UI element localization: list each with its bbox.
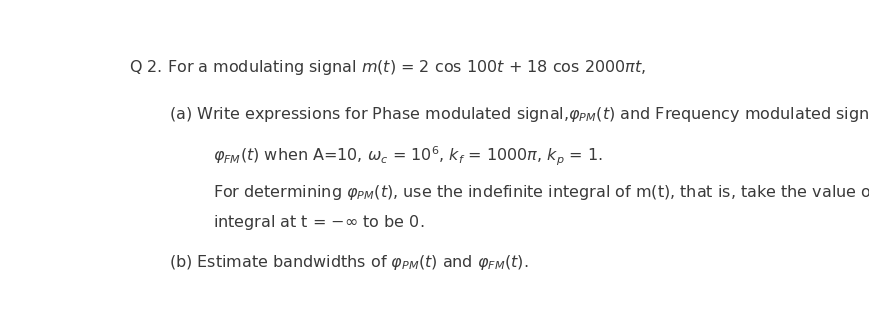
Text: (a) Write expressions for Phase modulated signal,$\varphi_{PM}(t)$ and Frequency: (a) Write expressions for Phase modulate… xyxy=(169,105,869,124)
Text: integral at t = $-\infty$ to be 0.: integral at t = $-\infty$ to be 0. xyxy=(213,213,424,232)
Text: (b) Estimate bandwidths of $\varphi_{PM}(t)$ and $\varphi_{FM}(t)$.: (b) Estimate bandwidths of $\varphi_{PM}… xyxy=(169,253,528,272)
Text: For determining $\varphi_{PM}(t)$, use the indefinite integral of m(t), that is,: For determining $\varphi_{PM}(t)$, use t… xyxy=(213,183,869,202)
Text: $\varphi_{FM}(t)$ when A=10, $\omega_c$ = 10$^6$, $k_f$ = 1000$\pi$, $k_p$ = 1.: $\varphi_{FM}(t)$ when A=10, $\omega_c$ … xyxy=(213,145,603,168)
Text: Q 2. For a modulating signal $m(t)$ = 2 cos 100$t$ + 18 cos 2000$\pi t$,: Q 2. For a modulating signal $m(t)$ = 2 … xyxy=(129,58,646,76)
